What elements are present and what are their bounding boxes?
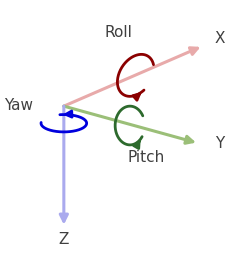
Text: Yaw: Yaw xyxy=(4,97,33,112)
Text: X: X xyxy=(214,32,224,46)
Text: Roll: Roll xyxy=(104,25,132,40)
Text: Y: Y xyxy=(215,136,224,151)
Text: Pitch: Pitch xyxy=(127,150,164,165)
Text: Z: Z xyxy=(58,232,69,247)
